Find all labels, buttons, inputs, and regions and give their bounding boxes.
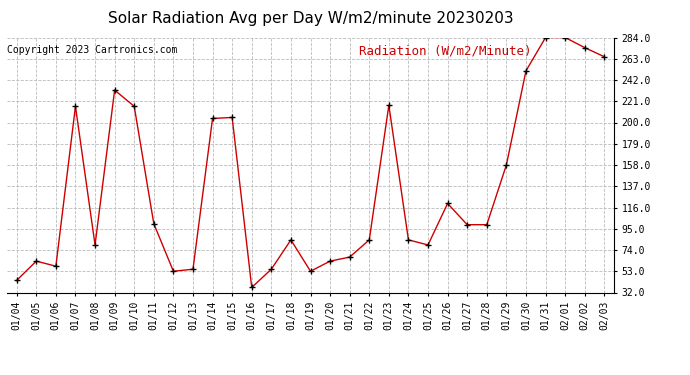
Text: Copyright 2023 Cartronics.com: Copyright 2023 Cartronics.com bbox=[7, 45, 177, 55]
Text: Solar Radiation Avg per Day W/m2/minute 20230203: Solar Radiation Avg per Day W/m2/minute … bbox=[108, 11, 513, 26]
Text: Radiation (W/m2/Minute): Radiation (W/m2/Minute) bbox=[359, 45, 531, 58]
